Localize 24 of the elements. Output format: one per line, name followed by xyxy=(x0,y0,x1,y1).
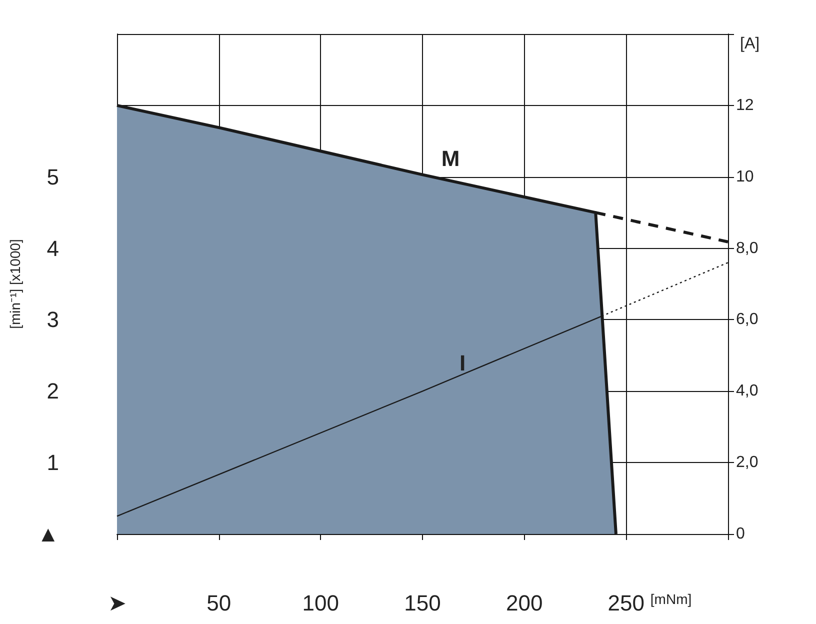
y-tick-label: 3 xyxy=(46,307,59,332)
x-tick-label: 250 xyxy=(608,590,645,616)
y-axis-title: [min⁻¹] [x1000] xyxy=(7,239,23,329)
y2-tick-label: 2,0 xyxy=(736,454,758,472)
x-tick-label: 100 xyxy=(302,590,340,616)
x-tick-label: ➤ xyxy=(108,590,126,616)
y2-tick-label: 8,0 xyxy=(736,240,758,257)
x-axis-title: [mNm] xyxy=(650,591,692,607)
series-label: I xyxy=(459,350,466,376)
y-tick-label: 2 xyxy=(46,378,59,404)
y-tick-label: 5 xyxy=(46,164,59,190)
y2-tick-label: 6,0 xyxy=(736,311,758,328)
y2-tick-label: 0 xyxy=(736,526,745,542)
y2-tick-label: 4,0 xyxy=(736,382,758,400)
series-label: M xyxy=(441,146,460,172)
y2-tick-label: 10 xyxy=(736,168,754,186)
x-tick-label: 200 xyxy=(506,590,543,616)
y2-axis-title: [A] xyxy=(740,36,760,52)
y2-tick-label: 12 xyxy=(736,96,754,114)
y-tick-label: ▲ xyxy=(37,522,59,546)
y-tick-label: 1 xyxy=(46,450,59,476)
x-tick-label: 50 xyxy=(206,590,232,616)
x-tick-label: 150 xyxy=(404,590,441,616)
y-tick-label: 4 xyxy=(46,236,59,261)
